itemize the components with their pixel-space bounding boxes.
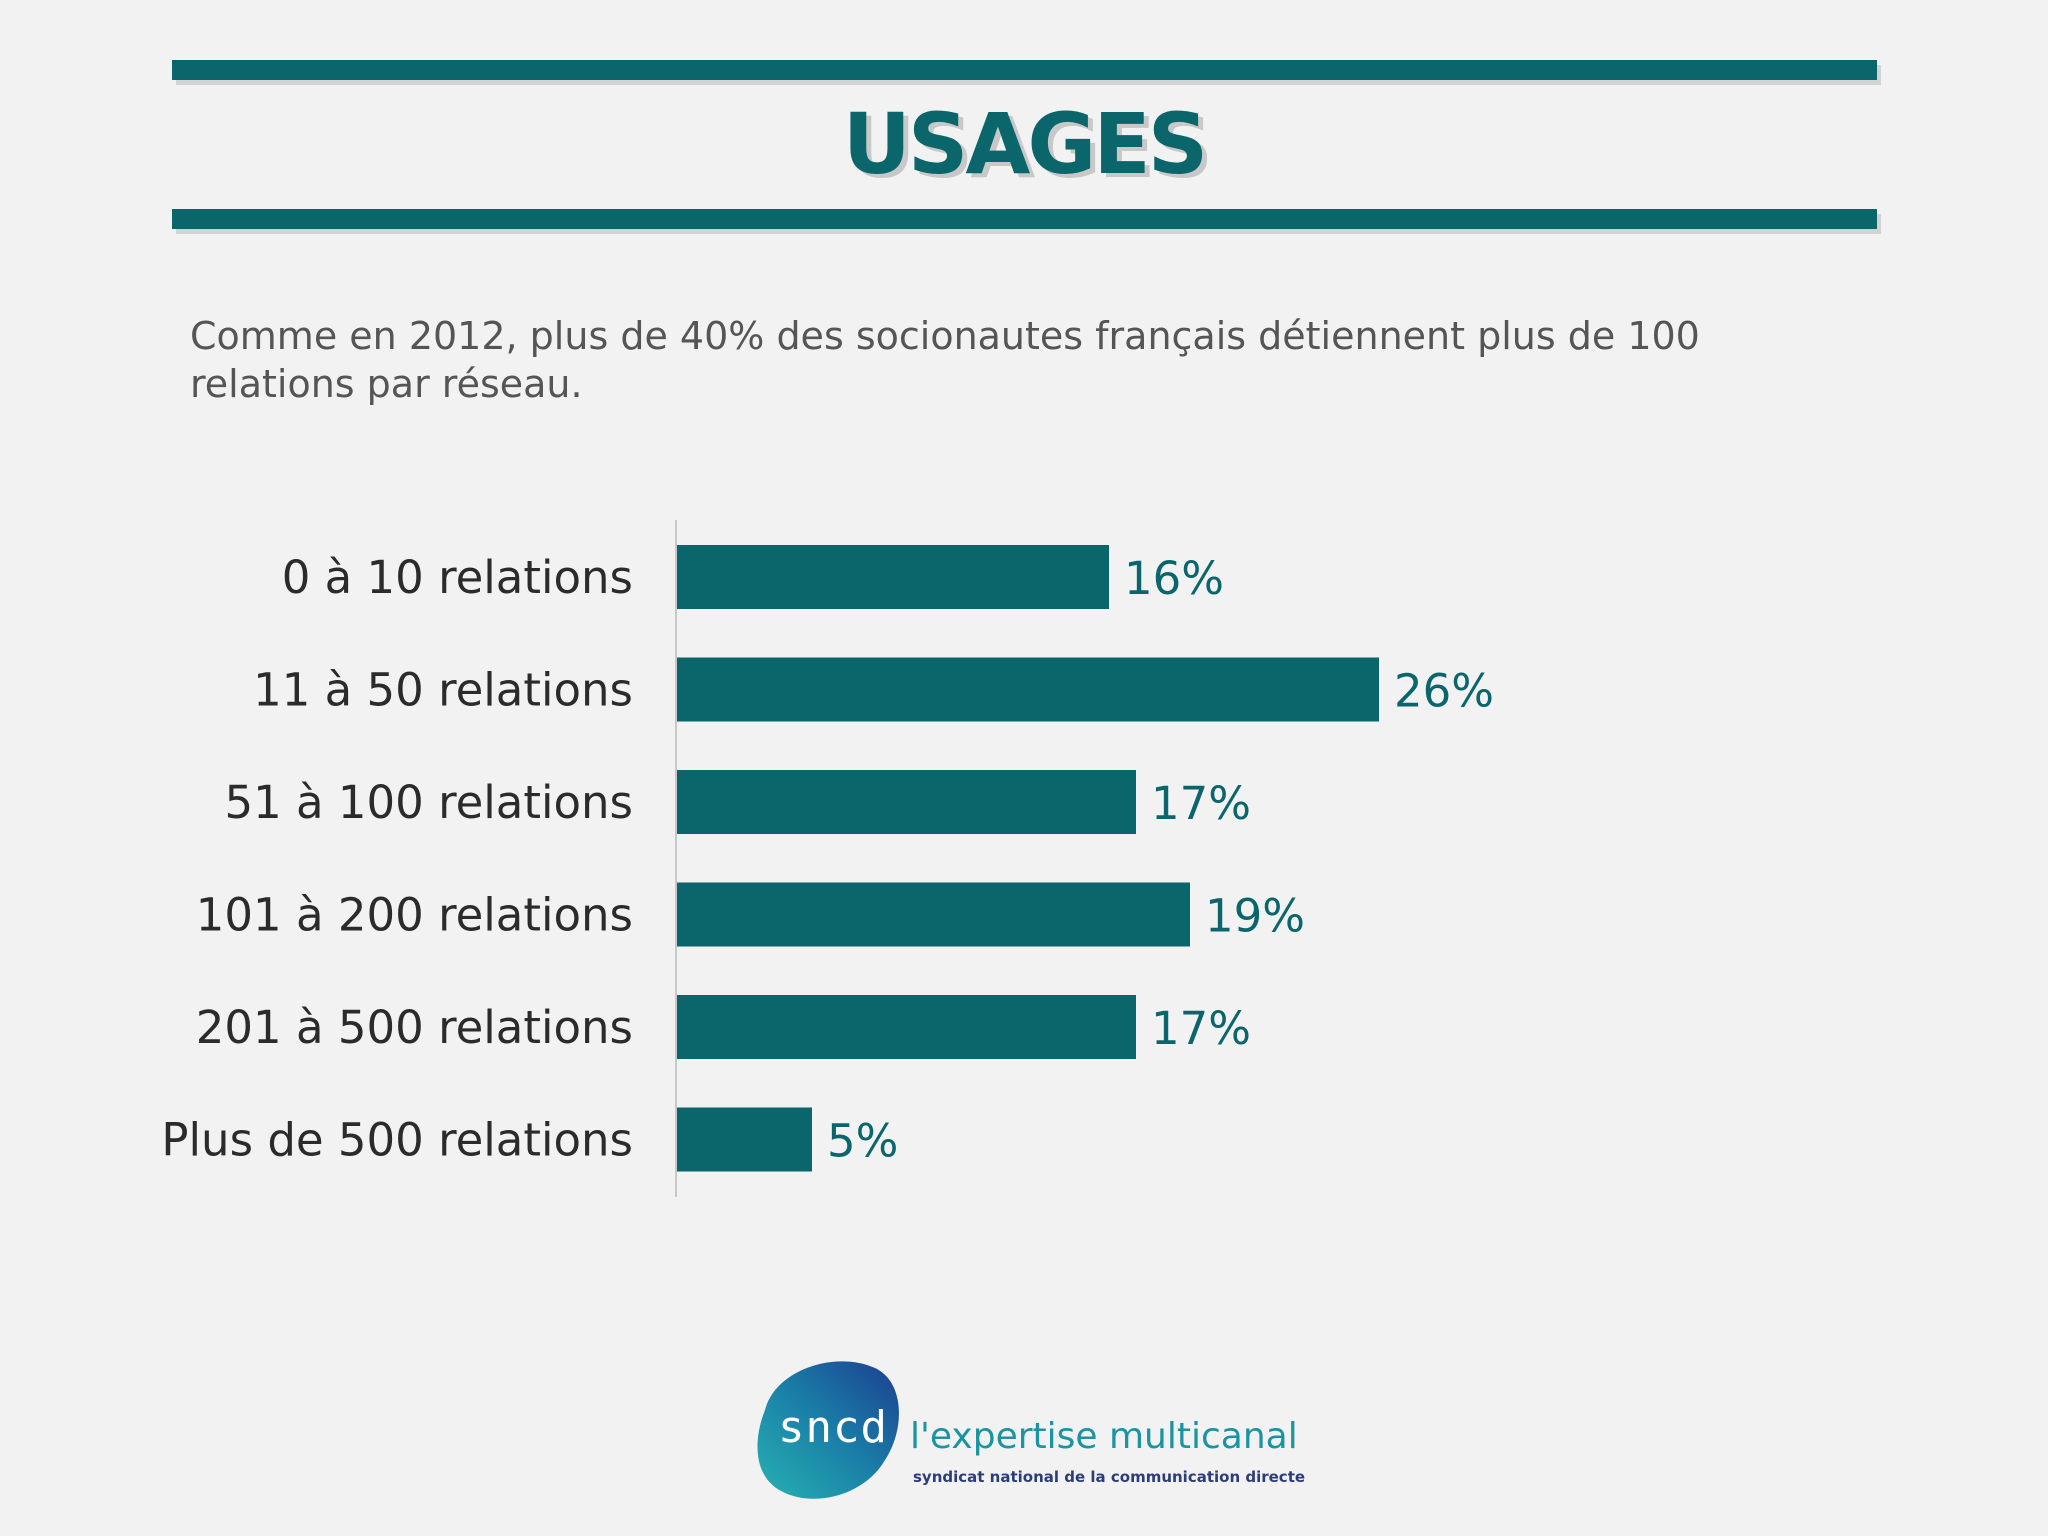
logo-subline: syndicat national de la communication di…: [913, 1468, 1306, 1486]
value-label: 5%: [827, 1115, 898, 1168]
sncd-logo-blob: [757, 1361, 899, 1499]
category-label: 101 à 200 relations: [196, 889, 633, 942]
value-label: 26%: [1394, 665, 1494, 718]
value-label: 16%: [1124, 552, 1224, 605]
bar: [677, 882, 1190, 947]
bar: [677, 770, 1136, 834]
category-label: Plus de 500 relations: [161, 1114, 633, 1167]
logo-tagline: l'expertise multicanal: [910, 1416, 1298, 1457]
top-rule: [172, 60, 1877, 80]
value-label: 17%: [1151, 777, 1251, 830]
value-label: 19%: [1205, 890, 1305, 943]
sncd-logo: sncd l'expertise multicanal syndicat nat…: [745, 1350, 1305, 1510]
page-title: USAGES: [842, 95, 1209, 193]
category-label: 51 à 100 relations: [224, 776, 633, 829]
category-label: 201 à 500 relations: [196, 1001, 633, 1054]
bar: [677, 1107, 812, 1172]
bottom-rule: [172, 209, 1877, 229]
bar: [677, 657, 1379, 722]
page-subtitle: Comme en 2012, plus de 40% des socionaut…: [190, 314, 1700, 406]
category-label: 0 à 10 relations: [282, 551, 633, 604]
bar: [677, 545, 1109, 609]
sncd-logo-wordmark: sncd: [778, 1402, 888, 1453]
value-label: 17%: [1151, 1002, 1251, 1055]
category-label: 11 à 50 relations: [253, 664, 633, 717]
bar: [677, 995, 1136, 1059]
